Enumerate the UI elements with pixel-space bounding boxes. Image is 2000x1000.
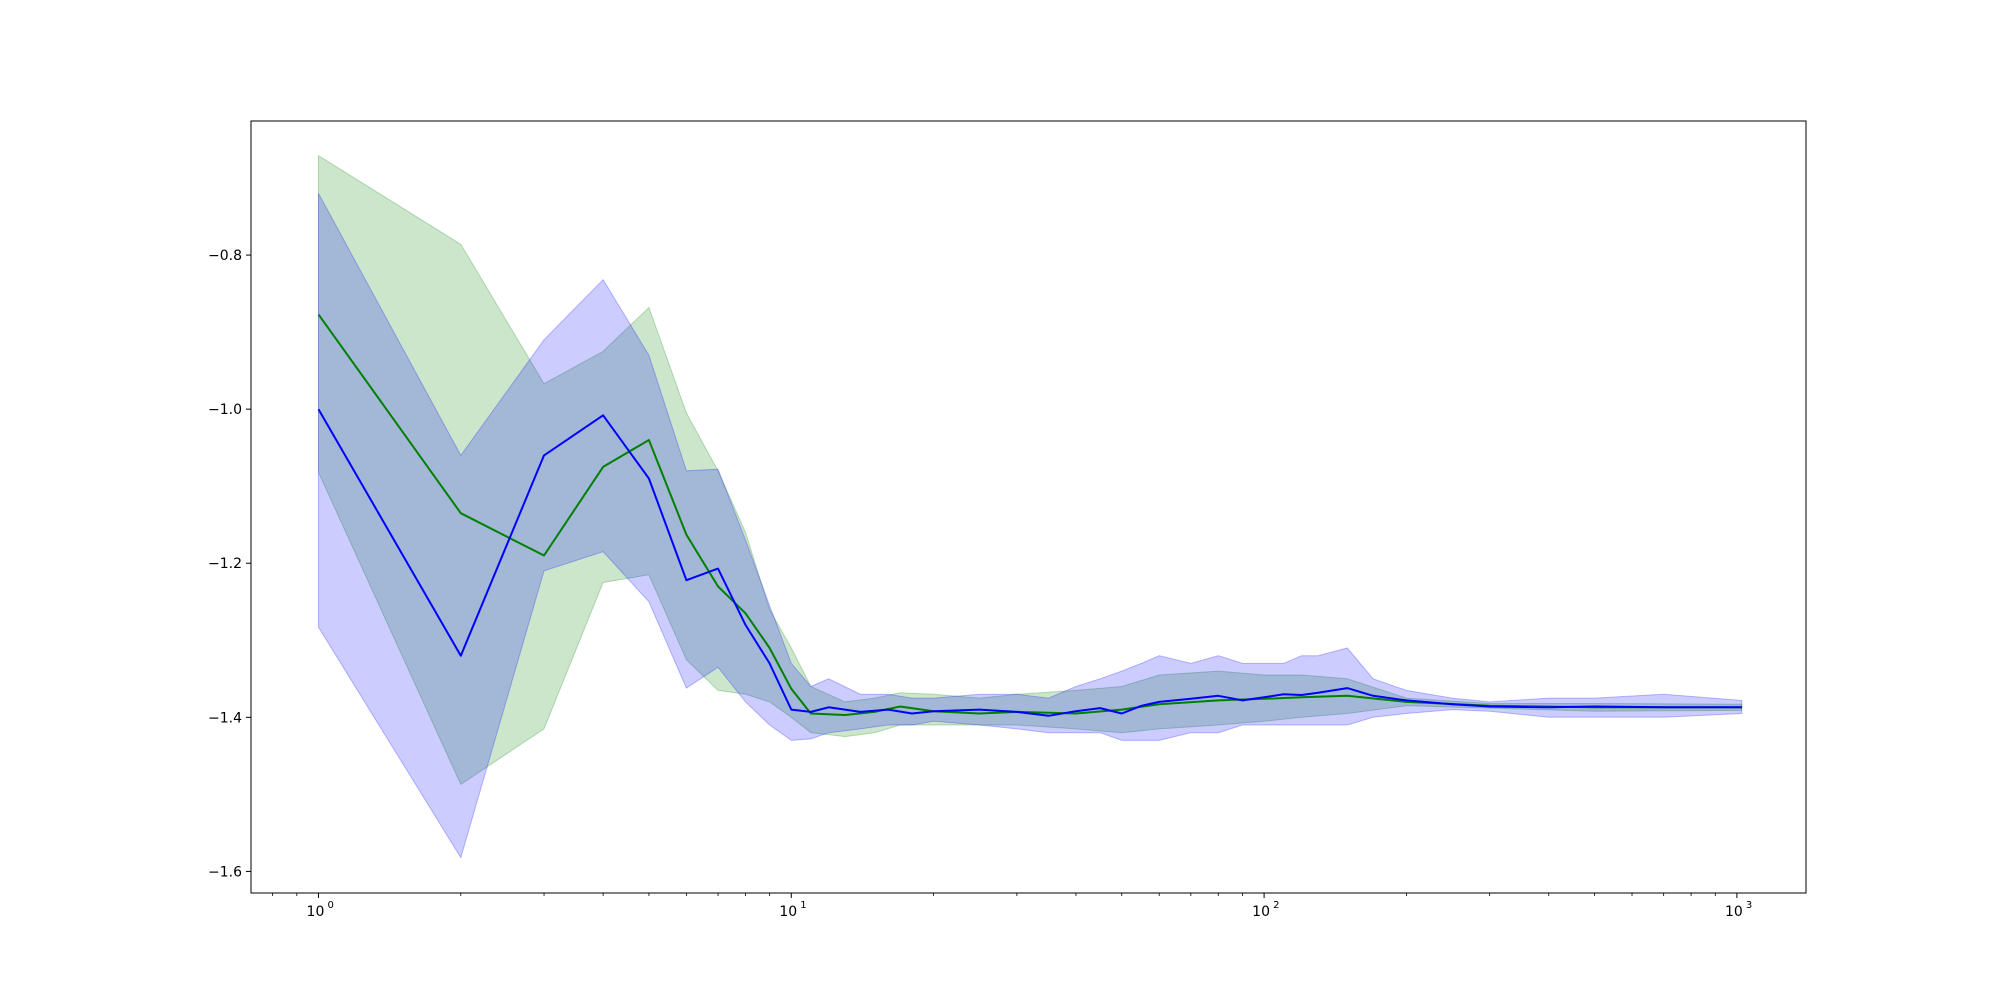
y-tick-label: −1.4 <box>208 710 242 726</box>
x-tick-label-exponent: 3 <box>1746 900 1752 911</box>
y-tick-label: −1.2 <box>208 556 242 572</box>
bands-layer <box>318 154 1743 859</box>
y-tick-label: −1.0 <box>208 402 242 418</box>
y-axis: −0.8 −1.0 −1.2 −1.4 −1.6 <box>208 248 251 880</box>
x-tick-label-exponent: 2 <box>1273 900 1279 911</box>
x-tick-label: 10 <box>779 904 797 920</box>
x-tick-label-exponent: 0 <box>327 900 333 911</box>
y-tick-label: −0.8 <box>208 248 242 264</box>
plot-frame <box>250 120 1807 894</box>
y-tick-label: −1.6 <box>208 864 242 880</box>
series-2-band <box>318 193 1743 859</box>
x-tick-label: 10 <box>1725 904 1743 920</box>
x-tick-label: 10 <box>307 904 325 920</box>
lines-layer <box>317 313 1742 717</box>
x-axis: 10 0 10 1 10 2 10 3 <box>272 893 1752 920</box>
x-tick-label-exponent: 1 <box>800 900 806 911</box>
series-2-line <box>317 408 1742 717</box>
series-1-band <box>318 154 1743 786</box>
series-1-line <box>317 313 1742 716</box>
x-tick-label: 10 <box>1252 904 1270 920</box>
